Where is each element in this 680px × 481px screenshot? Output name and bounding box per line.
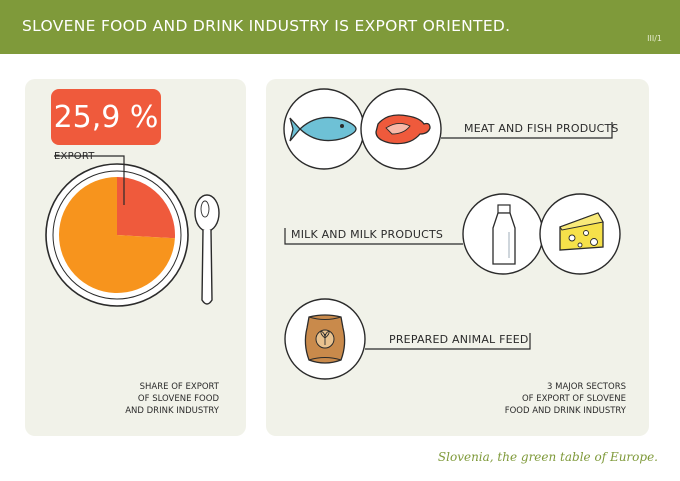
sector-label-milk: MILK AND MILK PRODUCTS xyxy=(291,228,444,241)
milk-underline xyxy=(284,228,463,245)
header-bar: SLOVENE FOOD AND DRINK INDUSTRY IS EXPOR… xyxy=(0,0,680,54)
spoon-icon xyxy=(194,194,220,305)
page-number: III/1 xyxy=(647,34,662,43)
export-leader-line xyxy=(54,155,125,205)
caption-line: OF EXPORT OF SLOVENE xyxy=(521,394,626,404)
sectors-caption: 3 MAJOR SECTORS OF EXPORT OF SLOVENE FOO… xyxy=(505,381,626,417)
pie-slice-rest xyxy=(59,177,175,293)
cheese-icon xyxy=(559,212,604,251)
fish-icon xyxy=(289,116,357,142)
feed-sack-icon xyxy=(304,314,346,364)
caption-line: OF SLOVENE FOOD xyxy=(137,394,219,404)
caption-line: AND DRINK INDUSTRY xyxy=(125,406,219,416)
milk-bottle-icon xyxy=(492,204,516,265)
sector-label-animal-feed: PREPARED ANIMAL FEED xyxy=(389,333,529,346)
sector-label-meat-fish: MEAT AND FISH PRODUCTS xyxy=(464,122,619,135)
page-title: SLOVENE FOOD AND DRINK INDUSTRY IS EXPOR… xyxy=(22,17,511,35)
export-share-caption: SHARE OF EXPORT OF SLOVENE FOOD AND DRIN… xyxy=(125,381,219,417)
meat-fish-underline xyxy=(441,122,613,139)
caption-line: FOOD AND DRINK INDUSTRY xyxy=(504,406,626,416)
meat-steak-icon xyxy=(375,114,431,145)
pie-slice-export xyxy=(117,177,175,239)
footer-slogan: Slovenia, the green table of Europe. xyxy=(437,450,658,464)
caption-line: SHARE OF EXPORT xyxy=(139,382,219,392)
feed-underline xyxy=(365,333,531,350)
caption-line: 3 MAJOR SECTORS xyxy=(547,382,626,392)
export-value-badge: 25,9 % xyxy=(51,89,161,145)
